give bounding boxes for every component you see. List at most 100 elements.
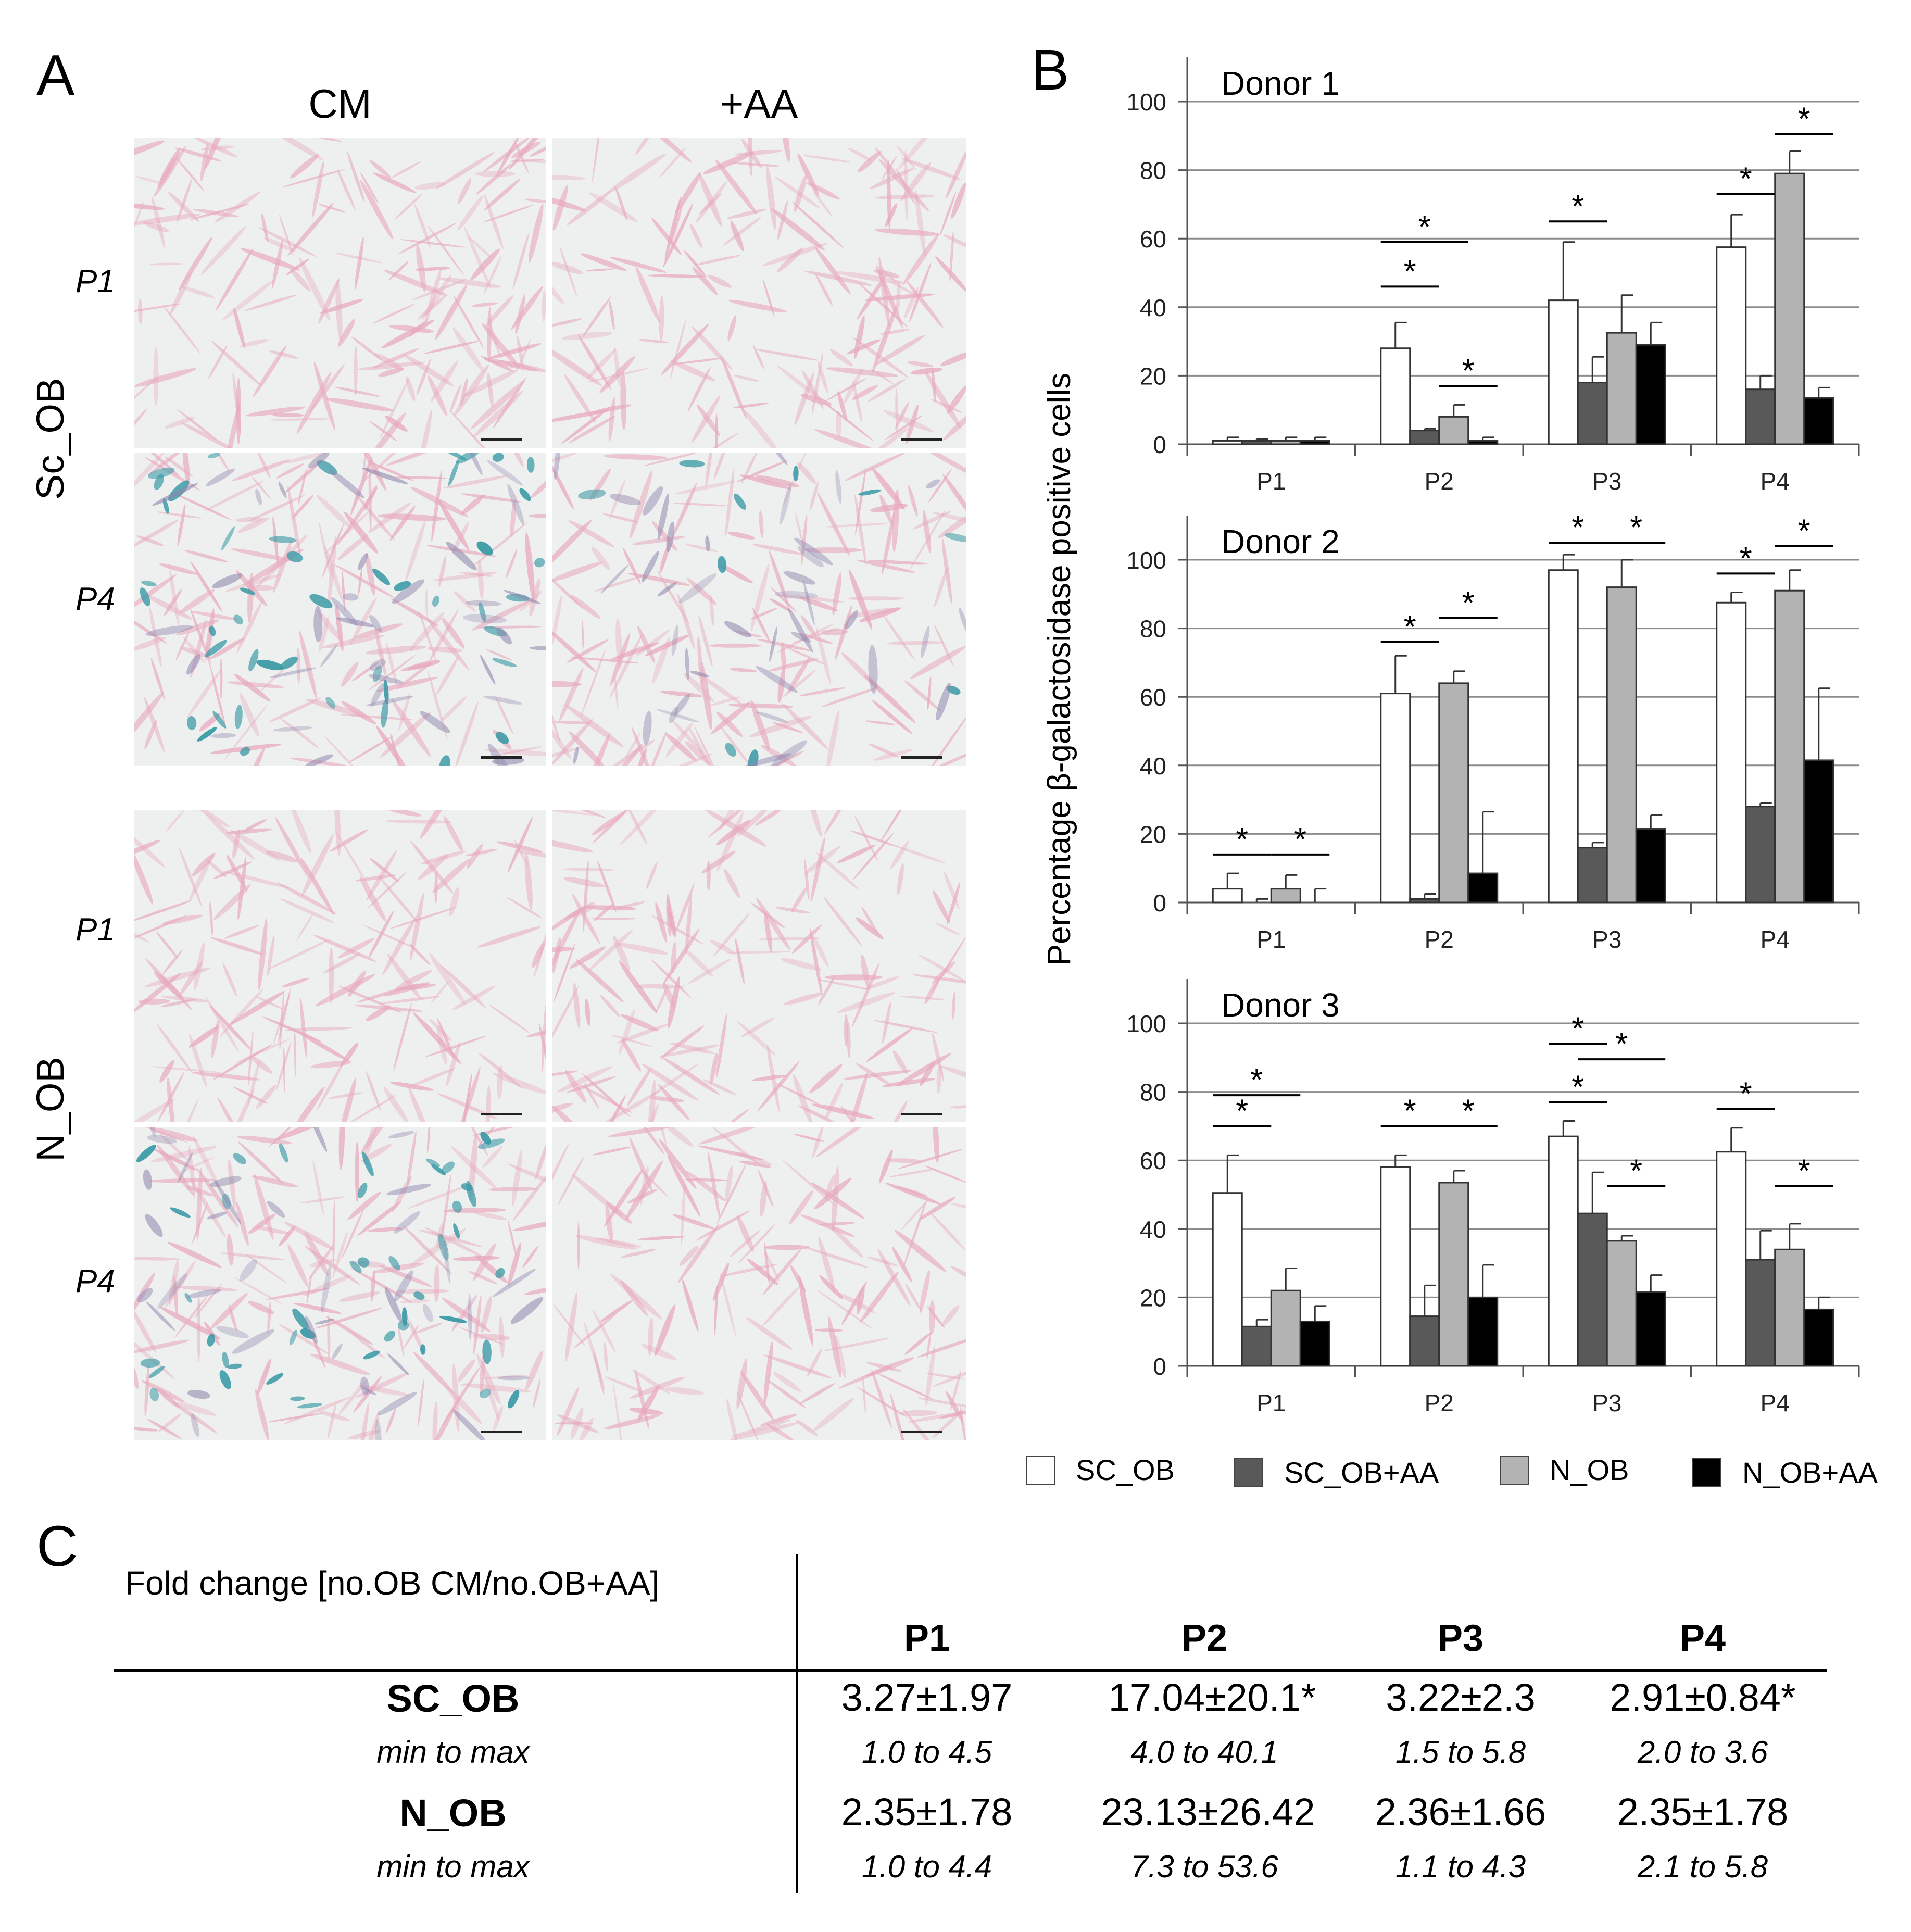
legend-swatch-sc-ob-aa (1234, 1458, 1263, 1487)
micrograph-sc-ob-p4-aa (552, 453, 966, 766)
micrograph-sc-ob-p4-cm (134, 453, 546, 766)
x-tick-label: P3 (1592, 468, 1621, 495)
table-range-sc-ob-p2: 4.0 to 40.1 (1130, 1735, 1278, 1770)
bar (1299, 1320, 1330, 1367)
bar (1635, 828, 1666, 904)
micrograph-n-ob-p1-aa (552, 810, 966, 1122)
significance-star: * (1740, 1076, 1752, 1112)
significance-star: * (1404, 1093, 1416, 1129)
x-tick-label: P4 (1761, 468, 1790, 495)
bar (1774, 172, 1805, 445)
panel-c-letter: C (36, 1514, 78, 1578)
x-tick-label: P4 (1761, 926, 1790, 953)
x-tick-label: P1 (1256, 926, 1286, 953)
significance-star: * (1798, 1153, 1811, 1189)
bar (1380, 693, 1411, 904)
y-tick-label: 0 (1153, 1353, 1166, 1380)
table-range-n-ob-p1: 1.0 to 4.4 (861, 1849, 992, 1884)
table-range-n-ob-p3: 1.1 to 4.3 (1395, 1849, 1526, 1884)
micrograph-n-ob-p4-cm (134, 1127, 546, 1440)
y-tick-label: 100 (1126, 547, 1166, 574)
legend-label-sc-ob-aa: SC_OB+AA (1284, 1456, 1439, 1489)
y-tick-label: 40 (1140, 752, 1166, 780)
bar (1299, 440, 1330, 445)
table-range-sc-ob-p1: 1.0 to 4.5 (861, 1735, 992, 1770)
bar (1548, 299, 1579, 445)
bar (1774, 1248, 1805, 1367)
significance-star: * (1798, 102, 1811, 137)
legend-item-sc-ob: SC_OB (1026, 1453, 1175, 1487)
bar (1270, 888, 1301, 904)
x-tick-label: P3 (1592, 926, 1621, 953)
significance-star: * (1462, 585, 1475, 621)
y-tick-label: 60 (1140, 1147, 1166, 1174)
row-label-sc-p4: P4 (76, 581, 115, 617)
table-range-sc-ob-p3: 1.5 to 5.8 (1395, 1735, 1526, 1770)
chart-title: Donor 3 (1221, 986, 1340, 1024)
bar (1635, 344, 1666, 445)
x-tick-label: P2 (1425, 1389, 1454, 1416)
significance-star: * (1740, 541, 1752, 576)
y-tick-label: 100 (1126, 89, 1166, 116)
column-header-cm: CM (308, 81, 372, 127)
table-title: Fold change [no.OB CM/no.OB+AA] (125, 1564, 660, 1602)
table-row-name-sc-ob: SC_OB (386, 1677, 520, 1720)
bar (1745, 1259, 1776, 1367)
bar (1745, 388, 1776, 445)
significance-star: * (1462, 1093, 1475, 1129)
micrograph-n-ob-p4-aa (552, 1127, 966, 1440)
legend-item-n-ob-aa: N_OB+AA (1692, 1456, 1878, 1489)
significance-star: * (1740, 161, 1752, 197)
table-row-range-label-sc-ob: min to max (376, 1735, 530, 1770)
legend-swatch-n-ob-aa (1692, 1458, 1721, 1487)
significance-star: * (1462, 353, 1475, 389)
bar (1409, 1315, 1440, 1367)
bar (1577, 382, 1608, 445)
significance-star: * (1571, 1069, 1584, 1105)
table-row-range-label-n-ob: min to max (376, 1849, 530, 1884)
y-tick-label: 0 (1153, 889, 1166, 917)
y-tick-label: 20 (1140, 362, 1166, 390)
bar (1380, 1166, 1411, 1367)
micrograph-n-ob-p1-cm (134, 810, 546, 1122)
y-tick-label: 40 (1140, 1216, 1166, 1243)
table-header-p1: P1 (903, 1617, 950, 1659)
table-range-n-ob-p4: 2.1 to 5.8 (1637, 1849, 1768, 1884)
table-cell-n-ob-p2: 23.13±26.42 (1101, 1790, 1315, 1834)
bar (1716, 1151, 1747, 1367)
significance-star: * (1236, 1093, 1248, 1129)
legend-item-n-ob: N_OB (1500, 1453, 1629, 1487)
row-label-n-p1: P1 (76, 912, 115, 948)
chart-title: Donor 1 (1221, 65, 1340, 102)
bar (1803, 1308, 1834, 1367)
y-tick-label: 0 (1153, 431, 1166, 458)
table-cell-n-ob-p4: 2.35±1.78 (1617, 1790, 1789, 1834)
table-cell-sc-ob-p1: 3.27±1.97 (841, 1676, 1013, 1719)
bar (1270, 440, 1301, 445)
significance-star: * (1798, 513, 1811, 549)
y-tick-label: 20 (1140, 821, 1166, 848)
significance-star: * (1404, 609, 1416, 645)
bar (1577, 847, 1608, 904)
legend-swatch-n-ob (1500, 1455, 1529, 1485)
significance-star: * (1294, 822, 1306, 858)
bar (1241, 440, 1272, 445)
bar (1606, 1240, 1637, 1367)
legend-label-sc-ob: SC_OB (1076, 1453, 1175, 1486)
panel-a-letter: A (36, 43, 75, 107)
table-range-n-ob-p2: 7.3 to 53.6 (1130, 1849, 1278, 1884)
bar (1716, 246, 1747, 445)
bar (1635, 1291, 1666, 1367)
bar (1438, 682, 1469, 904)
legend-item-sc-ob-aa: SC_OB+AA (1234, 1456, 1439, 1489)
micrograph-sc-ob-p1-cm (134, 138, 546, 448)
y-tick-label: 60 (1140, 684, 1166, 711)
bar (1241, 1325, 1272, 1367)
table-cell-n-ob-p3: 2.36±1.66 (1375, 1790, 1547, 1834)
bar (1745, 806, 1776, 904)
chart-title: Donor 2 (1221, 523, 1340, 560)
y-tick-label: 80 (1140, 157, 1166, 184)
y-tick-label: 20 (1140, 1284, 1166, 1311)
significance-star: * (1418, 209, 1431, 245)
